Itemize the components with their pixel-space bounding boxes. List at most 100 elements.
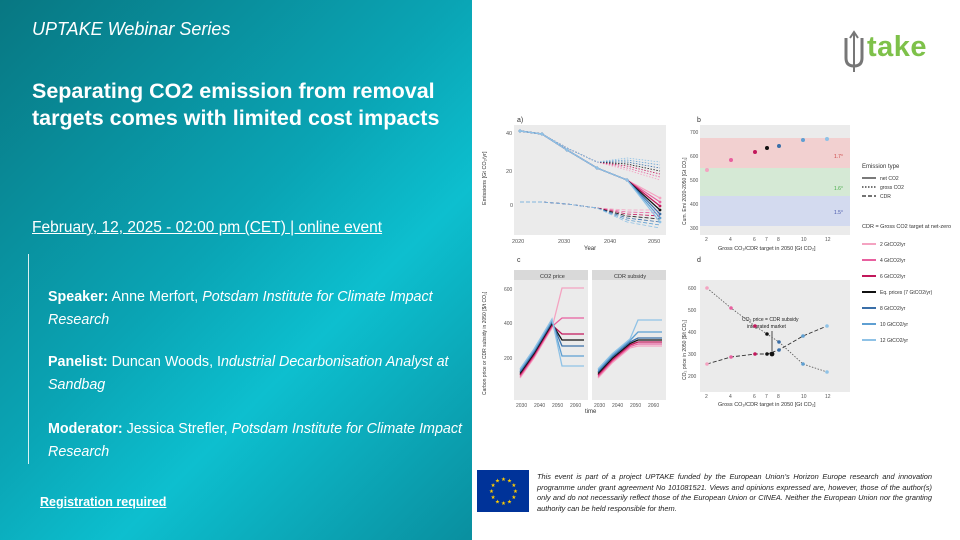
panel-d-price-point [777, 340, 781, 344]
legend-cdr-label: 4 GtCO2/yr [880, 258, 906, 264]
uptake-logo: take [842, 28, 942, 72]
panel-c-subsidy-line [597, 319, 662, 370]
panel-b-xtick: 2 [705, 237, 708, 243]
panel-a-point [518, 129, 522, 133]
panel-b-xticks: 2 4 6 7 8 10 12 [705, 237, 831, 243]
moderator-name: Jessica Strefler, [126, 421, 228, 437]
panel-b-xtick: 8 [777, 237, 780, 243]
panel-c-xticks: 2030 2040 2050 2060 2030 2040 2050 2060 [516, 403, 659, 409]
eu-star: ★ [511, 482, 516, 489]
panel-c-ytick: 200 [504, 356, 513, 362]
panel-a-xtick: 2020 [512, 239, 524, 245]
legend-cdr-label: 12 GtCO2/yr [880, 338, 908, 344]
facet-co2-header [514, 270, 588, 280]
panel-b-ytick: 300 [690, 226, 699, 232]
panel-d-price-point [753, 324, 757, 328]
panel-a-xlabel: Year [584, 246, 596, 252]
panel-d-price-point [801, 362, 805, 366]
panel-d-subsidy-point [705, 362, 709, 366]
panel-a-point [565, 148, 569, 152]
eu-star: ★ [491, 482, 496, 489]
panel-a-point [625, 178, 629, 182]
panel-d-equilibrium-point [769, 351, 775, 357]
moderator-affiliation: Potsdam Institute for Climate Impact Res… [48, 421, 462, 460]
panel-d-annotation: integrated market [747, 324, 787, 330]
band-label: 1.6° [834, 186, 843, 192]
panel-b-point [705, 168, 709, 172]
panelist-name: Duncan Woods, I [111, 354, 221, 370]
band-1-5 [700, 196, 850, 226]
panel-d-subsidy-point [825, 324, 829, 328]
speaker-role: Speaker: [48, 289, 109, 305]
figure-panel: take a) Emissions [Gt CO₂/yr] 40 20 0 20… [472, 0, 960, 540]
panel-c-subsidy-line [597, 337, 662, 373]
panel-b-xtick: 4 [729, 237, 732, 243]
panel-a-cdr-line [520, 201, 661, 229]
panel-c-subsidy-line [597, 341, 662, 376]
panel-c-xtick: 2030 [516, 403, 527, 409]
uptake-u-icon [844, 30, 864, 72]
webinar-title: Separating CO2 emission from removal tar… [32, 79, 440, 130]
legend-cdr-title: CDR = Gross CO2 target at net-zero [862, 224, 951, 230]
panel-b-xlabel: Gross CO₂/CDR target in 2050 [Gt CO₂] [718, 246, 816, 252]
panel-c-xtick: 2040 [612, 403, 623, 409]
panel-c-ylabel: Carbon price or CDR subsidy in 2050 [$/t… [482, 291, 488, 395]
panel-d-price-point [729, 306, 733, 310]
panel-d-ytick: 200 [688, 374, 697, 380]
panel-b-point [801, 138, 805, 142]
panel-c-subsidy-line [597, 345, 662, 379]
panel-a-series [518, 129, 662, 229]
legend-emission-label: net CO2 [880, 176, 899, 182]
legend-emission: net CO2 gross CO2 CDR [862, 176, 904, 200]
panel-d-bg [700, 280, 850, 392]
eu-star: ★ [495, 498, 500, 505]
panel-d-ylabel: CO₂ price in 2050 [$/t CO₂] [682, 319, 688, 380]
panel-b-point [777, 144, 781, 148]
panel-b-ytick: 700 [690, 130, 699, 136]
panel-a-point [658, 216, 662, 220]
panel-c-ytick: 600 [504, 287, 513, 293]
panel-b-point [729, 158, 733, 162]
panel-d-subsidy-point [777, 348, 781, 352]
eu-star: ★ [507, 478, 512, 485]
eu-stars-icon: ★★★★★★★★★ ★ ★★ [489, 476, 518, 507]
panel-a-point [658, 204, 662, 208]
panel-b-point [765, 146, 769, 150]
band-1-6 [700, 168, 850, 196]
panel-d-ytick: 600 [688, 286, 697, 292]
panel-d-subsidy-point [801, 334, 805, 338]
panel-a-bg [514, 125, 666, 235]
panel-c-subsidy-line [597, 339, 662, 374]
panel-c-series [519, 287, 662, 379]
panel-c-price-line [519, 317, 584, 377]
panel-a-point [658, 220, 662, 224]
panel-d-xtick: 12 [825, 394, 831, 400]
legend-cdr-label: Eq. prices (7 GtCO2/yr) [880, 290, 933, 296]
logo-wordmark: take [867, 31, 928, 63]
panel-d-xtick: 4 [729, 394, 732, 400]
eu-star: ★ [511, 494, 516, 501]
panelist-affiliation: ndustrial Decarbonisation Analyst at San… [48, 354, 449, 393]
panel-c-xlabel: time [585, 409, 597, 415]
legend-emission-title: Emission type [862, 164, 900, 170]
panel-b-point [825, 137, 829, 141]
event-date-link[interactable]: February, 12, 2025 - 02:00 pm (CET) | on… [32, 219, 383, 236]
panel-a-xtick: 2040 [604, 239, 616, 245]
speaker-name: Anne Merfort, [111, 289, 199, 305]
panel-b-ytick: 500 [690, 178, 699, 184]
facet-co2-title: CO2 price [540, 274, 565, 280]
panel-d-subsidy-point [729, 355, 733, 359]
research-figure: a) Emissions [Gt CO₂/yr] 40 20 0 2020 20… [482, 117, 951, 415]
panel-c-price-line [519, 323, 584, 376]
registration-link[interactable]: Registration required [40, 495, 167, 509]
panelist-role: Panelist: [48, 354, 108, 370]
panel-d-annotation: CO₂ price = CDR subsidy [742, 317, 799, 323]
panel-b-xtick: 6 [753, 237, 756, 243]
panel-a-ytick: 20 [506, 169, 512, 175]
panel-c-xtick: 2050 [630, 403, 641, 409]
eu-star: ★ [495, 478, 500, 485]
panel-c-label: c [517, 257, 521, 264]
eu-star: ★ [507, 498, 512, 505]
panel-c-xtick: 2060 [648, 403, 659, 409]
panel-b-xtick: 12 [825, 237, 831, 243]
